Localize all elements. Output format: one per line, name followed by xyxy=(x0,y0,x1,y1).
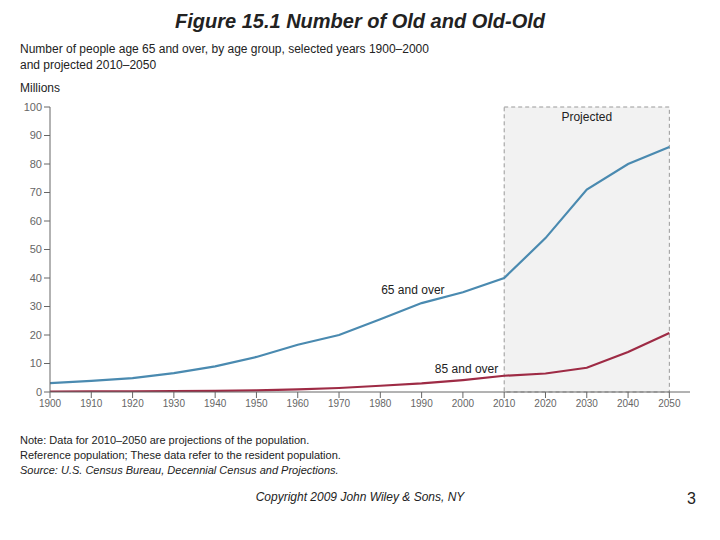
html-text:Copyright 2009 John Wiley & So: Copyright 2009 John Wiley & Sons, NY xyxy=(255,490,465,504)
svg-text:2020: 2020 xyxy=(534,398,557,409)
svg-text:80: 80 xyxy=(30,158,42,170)
svg-text:1960: 1960 xyxy=(287,398,310,409)
svg-text:100: 100 xyxy=(24,101,42,113)
svg-text:1940: 1940 xyxy=(204,398,227,409)
html-text:Source: U.S. Census Bureau, De: Source: U.S. Census Bureau, Decennial Ce… xyxy=(20,464,339,476)
svg-text:20: 20 xyxy=(30,329,42,341)
svg-text:1930: 1930 xyxy=(163,398,186,409)
svg-text:1910: 1910 xyxy=(80,398,103,409)
html-text:Millions: Millions xyxy=(20,81,60,95)
svg-text:0: 0 xyxy=(36,386,42,398)
svg-text:1920: 1920 xyxy=(121,398,144,409)
svg-text:10: 10 xyxy=(30,357,42,369)
svg-text:2030: 2030 xyxy=(576,398,599,409)
svg-text:85 and over: 85 and over xyxy=(435,362,498,376)
svg-text:1950: 1950 xyxy=(245,398,268,409)
svg-text:90: 90 xyxy=(30,129,42,141)
html-text:Number of people age 65 and ov: Number of people age 65 and over, by age… xyxy=(20,42,429,56)
svg-text:70: 70 xyxy=(30,186,42,198)
svg-text:50: 50 xyxy=(30,243,42,255)
html-text:Note: Data for 2010–2050 are p: Note: Data for 2010–2050 are projections… xyxy=(20,434,310,446)
svg-text:60: 60 xyxy=(30,215,42,227)
svg-text:2010: 2010 xyxy=(493,398,516,409)
svg-text:2040: 2040 xyxy=(617,398,640,409)
html-text:Figure 15.1 Number of Old and: Figure 15.1 Number of Old and Old-Old xyxy=(175,10,545,32)
svg-text:1970: 1970 xyxy=(328,398,351,409)
svg-text:1990: 1990 xyxy=(410,398,433,409)
html-text:3: 3 xyxy=(687,490,696,507)
html-text:and projected 2010–2050: and projected 2010–2050 xyxy=(20,58,157,72)
svg-text:40: 40 xyxy=(30,272,42,284)
svg-text:2050: 2050 xyxy=(658,398,681,409)
svg-text:2000: 2000 xyxy=(452,398,475,409)
svg-text:Projected: Projected xyxy=(561,110,612,124)
svg-text:1900: 1900 xyxy=(39,398,62,409)
svg-text:1980: 1980 xyxy=(369,398,392,409)
svg-text:30: 30 xyxy=(30,300,42,312)
svg-text:65 and over: 65 and over xyxy=(381,283,444,297)
html-text:Reference population; These da: Reference population; These data refer t… xyxy=(20,449,341,461)
